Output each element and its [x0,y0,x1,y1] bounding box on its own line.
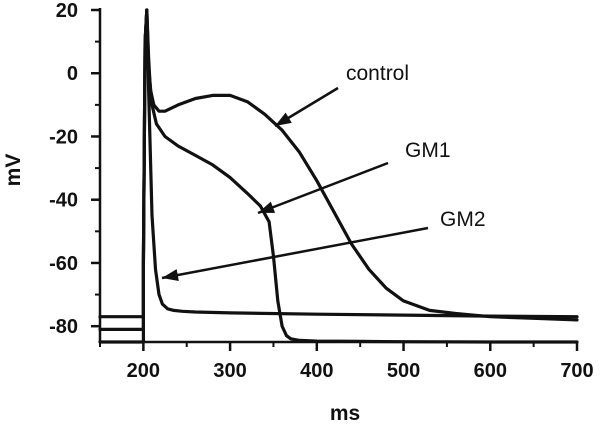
y-tick-label: -20 [49,126,78,148]
annotation-label-gm2: GM2 [440,208,486,231]
x-tick-label: 600 [474,360,507,382]
y-tick-label: -60 [49,253,78,275]
series-line-gm1 [98,8,579,344]
x-tick-label: 700 [560,360,593,382]
annotation-label-control: control [346,62,409,85]
annotation-layer: control GM1 GM2 [161,62,486,281]
series-line-gm2 [98,8,579,319]
x-tick-label: 400 [300,360,333,382]
x-tick-label: 300 [213,360,246,382]
annotation-arrowhead-gm1 [258,201,276,213]
x-axis-label: ms [330,402,360,425]
y-tick-label: -80 [49,316,78,338]
annotation-arrow-gm2 [161,226,429,280]
y-tick-label: -40 [49,190,78,212]
annotation-arrow-gm1 [257,161,389,215]
annotation-arrowhead-gm2 [162,269,179,281]
x-tick-label: 200 [127,360,160,382]
x-tick-label: 500 [387,360,420,382]
series-layer [98,8,579,344]
annotation-label-gm1: GM1 [405,139,451,162]
y-axis-label: mV [2,154,25,187]
y-tick-label: 0 [67,63,78,85]
annotation-arrowhead-control [275,112,292,126]
series-line-control [98,8,579,344]
y-tick-label: 20 [56,0,78,22]
